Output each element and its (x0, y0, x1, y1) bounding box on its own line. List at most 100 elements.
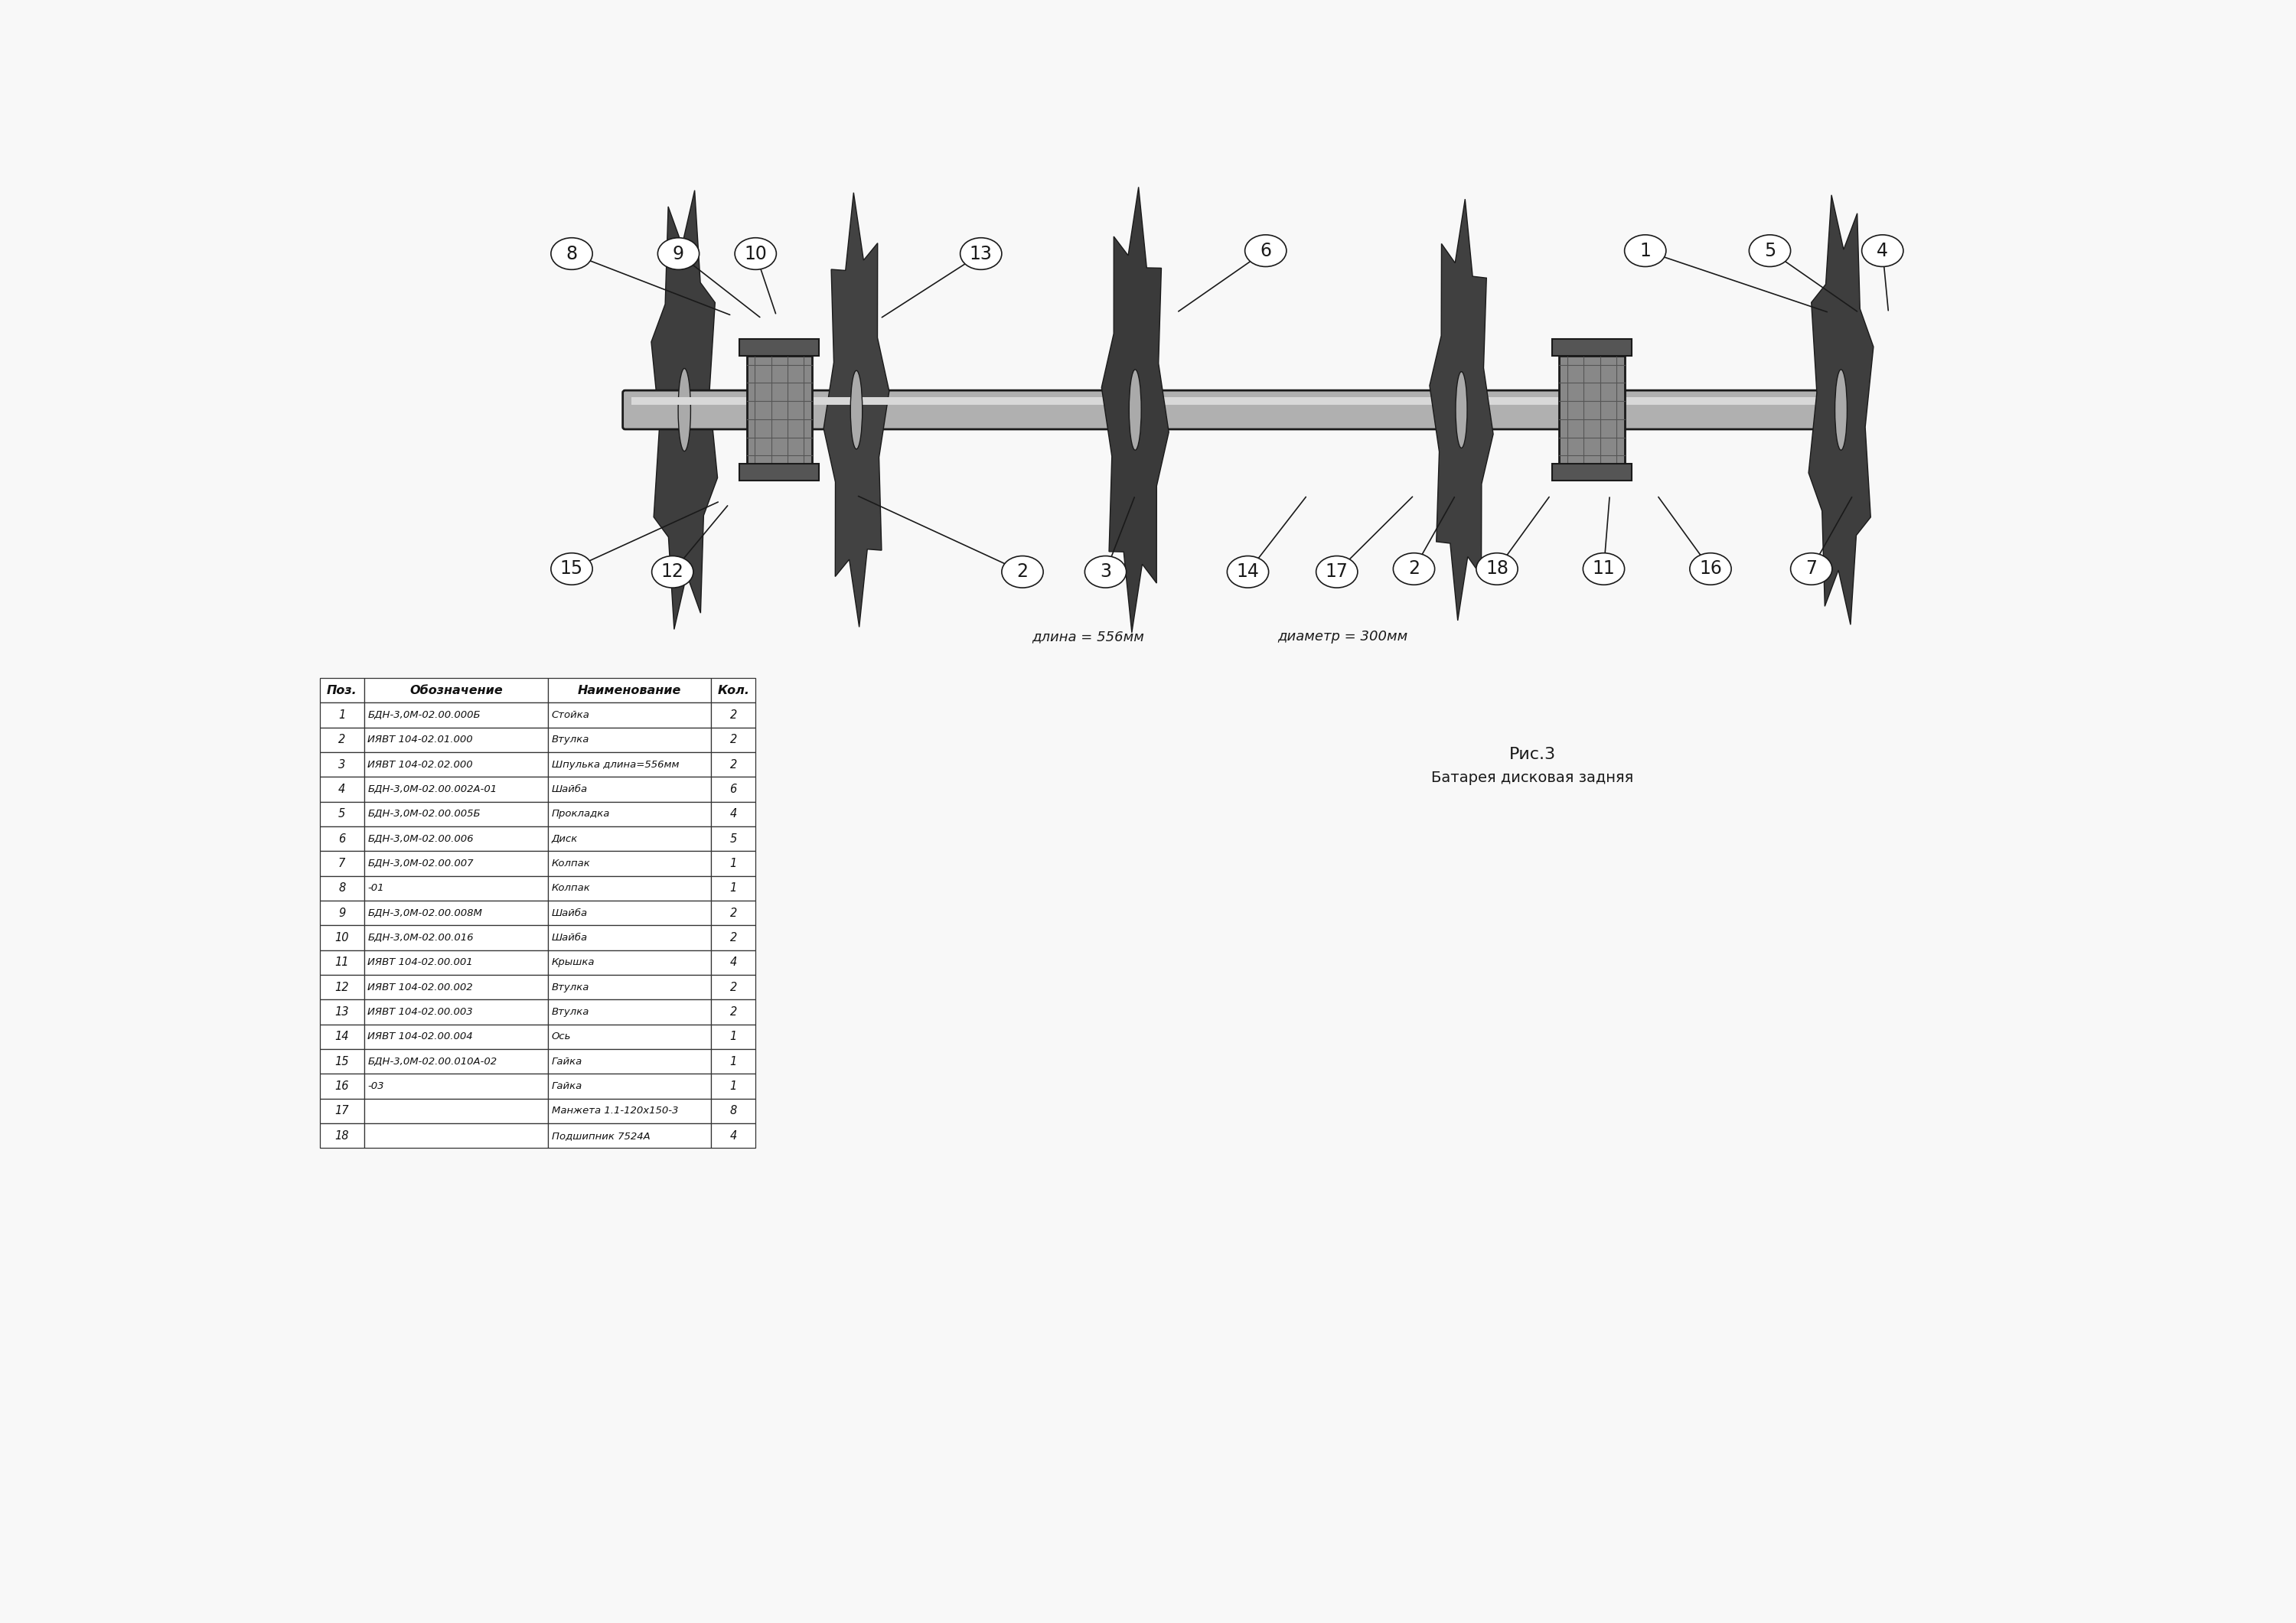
Bar (365, 802, 549, 826)
Bar (365, 826, 549, 850)
Polygon shape (652, 190, 719, 630)
Text: Втулка: Втулка (551, 1006, 590, 1018)
Bar (549, 1099, 712, 1123)
Bar (549, 727, 712, 751)
Bar (319, 1123, 365, 1147)
Bar (319, 1099, 365, 1123)
Text: 10: 10 (744, 245, 767, 263)
Text: Стойка: Стойка (551, 709, 590, 721)
Text: 5: 5 (1763, 242, 1775, 260)
Bar (712, 727, 755, 751)
Text: 1: 1 (730, 859, 737, 870)
Bar (365, 1123, 549, 1147)
Bar (1559, 355, 1626, 464)
Text: Батарея дисковая задняя: Батарея дисковая задняя (1430, 771, 1635, 786)
Text: Колпак: Колпак (551, 859, 590, 868)
Text: 11: 11 (1593, 560, 1614, 578)
Bar (549, 949, 712, 975)
Text: Втулка: Втулка (551, 735, 590, 745)
Text: Шайба: Шайба (551, 933, 588, 943)
Text: Втулка: Втулка (551, 982, 590, 992)
Ellipse shape (1582, 553, 1626, 584)
Bar (365, 1000, 549, 1024)
Ellipse shape (1316, 557, 1357, 588)
Text: 13: 13 (335, 1006, 349, 1018)
Bar (631, 398, 1846, 404)
Text: Крышка: Крышка (551, 958, 595, 967)
Text: 1: 1 (730, 883, 737, 894)
Ellipse shape (1456, 372, 1467, 448)
Bar (365, 1099, 549, 1123)
Bar (549, 1048, 712, 1074)
Text: 10: 10 (335, 932, 349, 943)
Bar (712, 949, 755, 975)
Text: 12: 12 (661, 563, 684, 581)
Ellipse shape (1476, 553, 1518, 584)
Text: -03: -03 (367, 1081, 383, 1091)
Text: БДН-3,0М-02.00.007: БДН-3,0М-02.00.007 (367, 859, 473, 868)
Bar (365, 1048, 549, 1074)
Polygon shape (1430, 200, 1492, 620)
Bar (365, 876, 549, 901)
Text: 6: 6 (338, 833, 344, 844)
Text: 4: 4 (338, 784, 344, 795)
Bar (319, 727, 365, 751)
Ellipse shape (657, 239, 700, 269)
Text: 16: 16 (335, 1081, 349, 1092)
Polygon shape (824, 193, 889, 626)
Text: диаметр = 300мм: диаметр = 300мм (1277, 630, 1407, 644)
Polygon shape (1102, 187, 1169, 633)
Text: Ось: Ось (551, 1032, 572, 1042)
Text: Кол.: Кол. (716, 685, 748, 696)
Ellipse shape (652, 557, 693, 588)
Text: ИЯВТ 104-02.00.002: ИЯВТ 104-02.00.002 (367, 982, 473, 992)
Bar (549, 850, 712, 876)
Bar (319, 1074, 365, 1099)
Ellipse shape (1394, 553, 1435, 584)
Text: 6: 6 (1261, 242, 1272, 260)
Text: 7: 7 (1805, 560, 1816, 578)
Text: БДН-3,0М-02.00.008М: БДН-3,0М-02.00.008М (367, 907, 482, 919)
Ellipse shape (1626, 235, 1667, 266)
Text: 15: 15 (560, 560, 583, 578)
Text: 2: 2 (730, 760, 737, 771)
Bar (712, 802, 755, 826)
Text: БДН-3,0М-02.00.016: БДН-3,0М-02.00.016 (367, 933, 473, 943)
Text: 2: 2 (730, 1006, 737, 1018)
Text: ИЯВТ 104-02.02.000: ИЯВТ 104-02.02.000 (367, 760, 473, 769)
Bar (365, 901, 549, 925)
Bar (319, 1024, 365, 1048)
Text: 18: 18 (1486, 560, 1508, 578)
Bar (365, 703, 549, 727)
Text: БДН-3,0М-02.00.010А-02: БДН-3,0М-02.00.010А-02 (367, 1057, 498, 1066)
Bar (319, 949, 365, 975)
Text: БДН-3,0М-02.00.000Б: БДН-3,0М-02.00.000Б (367, 709, 480, 721)
Text: 2: 2 (730, 907, 737, 919)
Text: 2: 2 (1407, 560, 1419, 578)
Ellipse shape (1130, 370, 1141, 450)
Bar (549, 876, 712, 901)
Text: Шайба: Шайба (551, 907, 588, 919)
Text: 2: 2 (730, 932, 737, 943)
Bar (365, 975, 549, 1000)
Ellipse shape (735, 239, 776, 269)
Bar (549, 1074, 712, 1099)
Bar (319, 802, 365, 826)
Ellipse shape (1690, 553, 1731, 584)
FancyBboxPatch shape (622, 391, 1855, 428)
Bar (319, 975, 365, 1000)
Ellipse shape (960, 239, 1001, 269)
Text: 11: 11 (335, 958, 349, 969)
Bar (319, 876, 365, 901)
Bar (549, 1024, 712, 1048)
Bar (712, 1048, 755, 1074)
Bar (549, 678, 712, 703)
Bar (549, 925, 712, 949)
Text: -01: -01 (367, 883, 383, 893)
Text: 8: 8 (730, 1105, 737, 1117)
Text: Шпулька длина=556мм: Шпулька длина=556мм (551, 760, 680, 769)
Bar (549, 826, 712, 850)
Bar (549, 777, 712, 802)
Bar (1552, 339, 1632, 355)
Text: ИЯВТ 104-02.00.003: ИЯВТ 104-02.00.003 (367, 1006, 473, 1018)
